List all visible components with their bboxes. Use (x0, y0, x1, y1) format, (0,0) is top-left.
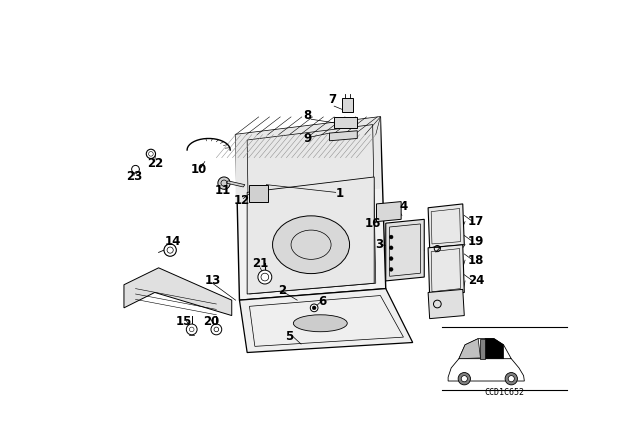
Text: 15: 15 (176, 315, 192, 328)
Text: CCD1C652: CCD1C652 (484, 388, 524, 397)
Text: 16: 16 (364, 217, 381, 230)
Polygon shape (330, 131, 357, 141)
Polygon shape (376, 202, 401, 222)
Circle shape (461, 375, 467, 382)
Polygon shape (386, 220, 424, 281)
Text: 5: 5 (285, 330, 294, 343)
Text: 7: 7 (328, 94, 336, 107)
Text: 2: 2 (278, 284, 286, 297)
Ellipse shape (293, 315, 348, 332)
Text: 23: 23 (126, 170, 142, 184)
Polygon shape (334, 117, 357, 129)
Text: 1: 1 (335, 187, 344, 200)
Polygon shape (428, 204, 464, 248)
Polygon shape (481, 339, 485, 359)
Polygon shape (342, 99, 353, 112)
Circle shape (167, 247, 173, 253)
Circle shape (258, 270, 272, 284)
Text: 12: 12 (234, 194, 250, 207)
Polygon shape (448, 350, 524, 381)
Text: 4: 4 (399, 200, 408, 213)
Polygon shape (459, 339, 481, 359)
Text: 19: 19 (468, 235, 484, 248)
Circle shape (312, 306, 316, 310)
Circle shape (508, 375, 515, 382)
Text: 21: 21 (252, 257, 268, 270)
Polygon shape (485, 339, 504, 359)
Circle shape (389, 235, 393, 239)
Text: 9: 9 (303, 132, 311, 145)
Circle shape (164, 244, 176, 256)
Circle shape (218, 177, 230, 190)
Text: 13: 13 (204, 275, 221, 288)
Polygon shape (459, 339, 511, 359)
Polygon shape (428, 245, 464, 296)
Circle shape (505, 373, 517, 385)
Polygon shape (236, 117, 386, 300)
Text: 18: 18 (468, 254, 484, 267)
Circle shape (211, 324, 221, 335)
Circle shape (389, 257, 393, 260)
Text: 17: 17 (468, 215, 484, 228)
Polygon shape (227, 181, 245, 187)
Circle shape (147, 149, 156, 159)
Text: 6: 6 (319, 295, 327, 308)
Circle shape (186, 324, 197, 335)
Polygon shape (239, 289, 413, 353)
Circle shape (458, 373, 470, 385)
Text: 8: 8 (303, 109, 311, 122)
Polygon shape (124, 268, 232, 315)
Circle shape (310, 304, 318, 312)
Text: 20: 20 (203, 315, 219, 328)
Text: 11: 11 (214, 184, 230, 197)
Circle shape (132, 165, 140, 173)
Text: 24: 24 (468, 275, 484, 288)
Polygon shape (428, 289, 464, 319)
Polygon shape (247, 177, 374, 294)
Text: 14: 14 (164, 235, 180, 248)
Text: 10: 10 (191, 163, 207, 176)
Polygon shape (236, 117, 380, 204)
Circle shape (389, 267, 393, 271)
Ellipse shape (273, 216, 349, 274)
Polygon shape (250, 185, 268, 202)
Circle shape (389, 246, 393, 250)
Text: 22: 22 (147, 157, 163, 170)
Text: 3: 3 (375, 238, 383, 251)
